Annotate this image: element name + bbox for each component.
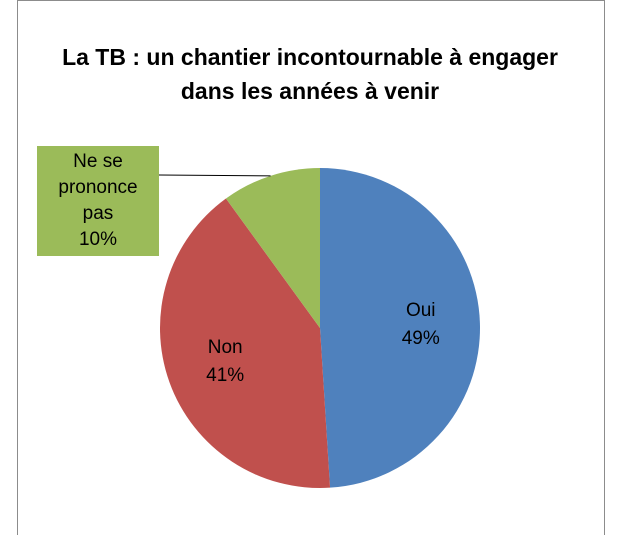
value-label: 49% bbox=[402, 328, 440, 349]
leader-line bbox=[158, 174, 271, 177]
value-label: 10% bbox=[78, 229, 118, 250]
pie-slice bbox=[159, 198, 331, 488]
value-label: 41% bbox=[206, 365, 244, 386]
pie-slice bbox=[320, 168, 480, 488]
slice-label: Non bbox=[208, 337, 243, 358]
chart-title: La TB : un chantier incontournable à eng… bbox=[62, 44, 558, 104]
data-label-callout: Ne se prononce pas 10% bbox=[37, 146, 159, 256]
slice-label: Oui bbox=[406, 300, 436, 321]
slice-label: Ne se prononce pas bbox=[58, 151, 138, 224]
pie-slice bbox=[225, 168, 320, 328]
